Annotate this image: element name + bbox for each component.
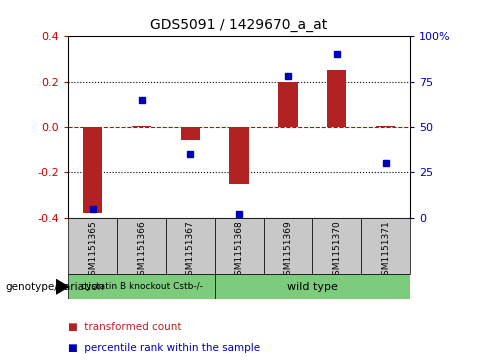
Bar [68, 274, 215, 299]
Bar [327, 70, 346, 127]
Bar [312, 218, 361, 274]
Text: GSM1151365: GSM1151365 [88, 221, 97, 281]
Text: cystatin B knockout Cstb-/-: cystatin B knockout Cstb-/- [81, 282, 203, 291]
Title: GDS5091 / 1429670_a_at: GDS5091 / 1429670_a_at [150, 19, 328, 33]
Polygon shape [56, 280, 68, 294]
Bar [264, 218, 312, 274]
Bar [278, 82, 298, 127]
Text: genotype/variation: genotype/variation [5, 282, 104, 292]
Bar [215, 274, 410, 299]
Bar [132, 126, 151, 127]
Text: GSM1151369: GSM1151369 [284, 221, 292, 281]
Bar [181, 127, 200, 139]
Bar [166, 218, 215, 274]
Bar [117, 218, 166, 274]
Bar [68, 218, 117, 274]
Text: GSM1151368: GSM1151368 [235, 221, 244, 281]
Bar [229, 127, 249, 184]
Bar [83, 127, 102, 213]
Text: GSM1151367: GSM1151367 [186, 221, 195, 281]
Bar [361, 218, 410, 274]
Bar [376, 126, 395, 127]
Text: ■  percentile rank within the sample: ■ percentile rank within the sample [68, 343, 261, 354]
Text: ■  transformed count: ■ transformed count [68, 322, 182, 332]
Text: GSM1151366: GSM1151366 [137, 221, 146, 281]
Text: wild type: wild type [287, 282, 338, 292]
Bar [215, 218, 264, 274]
Text: GSM1151370: GSM1151370 [332, 221, 341, 281]
Text: GSM1151371: GSM1151371 [381, 221, 390, 281]
